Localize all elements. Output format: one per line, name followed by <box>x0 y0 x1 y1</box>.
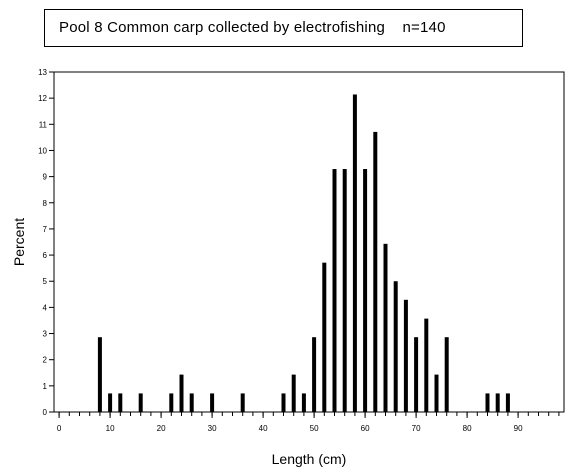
bar <box>495 393 500 412</box>
x-tick-label: 30 <box>208 424 217 433</box>
plot-frame <box>53 71 565 413</box>
bar <box>169 393 174 412</box>
x-tick-label: 40 <box>259 424 268 433</box>
bar <box>332 169 337 412</box>
bar <box>291 374 296 412</box>
y-tick-label: 12 <box>38 94 47 103</box>
bar <box>403 299 408 412</box>
x-tick-label: 50 <box>310 424 319 433</box>
x-tick-label: 10 <box>106 424 115 433</box>
y-tick-label: 1 <box>43 382 48 391</box>
x-tick-label: 60 <box>361 424 370 433</box>
y-tick-label: 13 <box>38 68 47 77</box>
bar <box>352 94 357 412</box>
bar <box>138 393 143 412</box>
bar <box>444 337 449 412</box>
bar <box>312 337 317 412</box>
bar <box>189 393 194 412</box>
y-tick-label: 6 <box>43 251 48 260</box>
y-tick-label: 0 <box>43 408 48 417</box>
bar <box>414 337 419 412</box>
x-tick-label: 80 <box>463 424 472 433</box>
x-tick-label: 0 <box>57 424 62 433</box>
y-tick-label: 3 <box>43 330 48 339</box>
bar <box>424 318 429 412</box>
bar <box>301 393 306 412</box>
bar <box>118 393 123 412</box>
bar <box>322 262 327 412</box>
x-tick-label: 20 <box>157 424 166 433</box>
bar <box>281 393 286 412</box>
bar <box>393 281 398 412</box>
bar <box>373 131 378 412</box>
bar <box>485 393 490 412</box>
y-tick-label: 8 <box>43 199 48 208</box>
bar <box>179 374 184 412</box>
y-tick-label: 9 <box>43 173 48 182</box>
y-tick-label: 2 <box>43 356 48 365</box>
y-tick-label: 4 <box>43 303 48 312</box>
bar <box>505 393 510 412</box>
x-tick-label: 70 <box>412 424 421 433</box>
bar <box>342 169 347 412</box>
x-tick-label: 90 <box>514 424 523 433</box>
bar <box>383 243 388 412</box>
bar <box>97 337 102 412</box>
bar <box>210 393 215 412</box>
y-tick-label: 7 <box>43 225 48 234</box>
chart-title: Pool 8 Common carp collected by electrof… <box>59 19 446 36</box>
y-tick-label: 11 <box>39 120 48 129</box>
bar <box>363 169 368 412</box>
y-tick-label: 5 <box>43 277 48 286</box>
y-tick-label: 10 <box>38 146 47 155</box>
bar <box>240 393 245 412</box>
chart-title-box: Pool 8 Common carp collected by electrof… <box>44 9 523 47</box>
bar <box>108 393 113 412</box>
y-axis-title: Percent <box>11 218 27 266</box>
bar <box>434 374 439 412</box>
x-axis-title: Length (cm) <box>272 451 347 467</box>
